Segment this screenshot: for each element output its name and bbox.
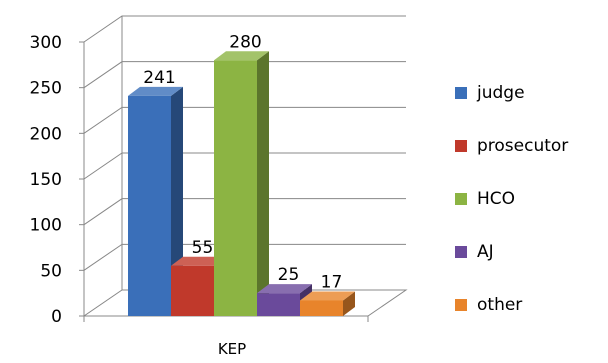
- legend-label-hco: HCO: [477, 188, 516, 209]
- bar-HCO: [214, 60, 257, 317]
- y-tick-label: 200: [30, 124, 62, 144]
- bar-side-judge: [171, 86, 183, 317]
- bar-judge: [128, 95, 171, 317]
- legend-label-other: other: [477, 294, 523, 315]
- y-axis-ticks: 0 50 100 150 200 250 300: [30, 33, 84, 327]
- bar-other: [300, 300, 343, 316]
- x-category-label: KEP: [218, 340, 246, 358]
- legend-item-aj: AJ: [455, 225, 568, 278]
- data-label-judge: 241: [143, 68, 175, 88]
- bars: [128, 51, 355, 317]
- data-label-prosecutor: 55: [192, 238, 214, 258]
- data-labels: 241 55 280 25 17: [143, 32, 342, 292]
- legend-label-aj: AJ: [477, 241, 494, 262]
- gridline: [83, 152, 406, 180]
- y-tick-label: 250: [30, 79, 62, 99]
- legend-swatch-prosecutor: [455, 139, 467, 152]
- bar-top-HCO: [214, 51, 269, 61]
- legend-swatch-judge: [455, 86, 467, 99]
- gridline: [83, 15, 406, 43]
- legend-item-prosecutor: prosecutor: [455, 119, 568, 172]
- y-tick-label: 50: [40, 261, 62, 281]
- y-tick-label: 300: [30, 33, 62, 53]
- data-label-other: 17: [321, 272, 343, 292]
- legend-item-other: other: [455, 278, 568, 331]
- data-label-HCO: 280: [229, 32, 261, 52]
- bar-top-other: [300, 291, 355, 301]
- bar-top-judge: [128, 86, 183, 96]
- gridline: [83, 243, 406, 271]
- gridline: [83, 61, 406, 89]
- bar-side-other: [343, 291, 355, 316]
- legend: judge prosecutor HCO AJ other: [455, 66, 568, 331]
- legend-swatch-other: [455, 298, 467, 311]
- bar-top-prosecutor: [171, 256, 226, 266]
- legend-label-judge: judge: [477, 82, 525, 103]
- bar-top-AJ: [257, 284, 312, 294]
- y-tick-label: 0: [51, 307, 62, 327]
- gridline: [83, 198, 406, 226]
- legend-swatch-hco: [455, 192, 467, 205]
- legend-item-judge: judge: [455, 66, 568, 119]
- legend-item-hco: HCO: [455, 172, 568, 225]
- legend-label-prosecutor: prosecutor: [477, 135, 569, 156]
- gridlines: [83, 15, 406, 271]
- y-tick-label: 150: [30, 170, 62, 190]
- data-label-AJ: 25: [278, 265, 300, 285]
- bar-prosecutor: [171, 265, 214, 316]
- gridline: [83, 106, 406, 134]
- bar-AJ: [257, 293, 300, 316]
- bar-side-HCO: [257, 51, 269, 317]
- y-tick-label: 100: [30, 216, 62, 236]
- legend-swatch-aj: [455, 245, 467, 258]
